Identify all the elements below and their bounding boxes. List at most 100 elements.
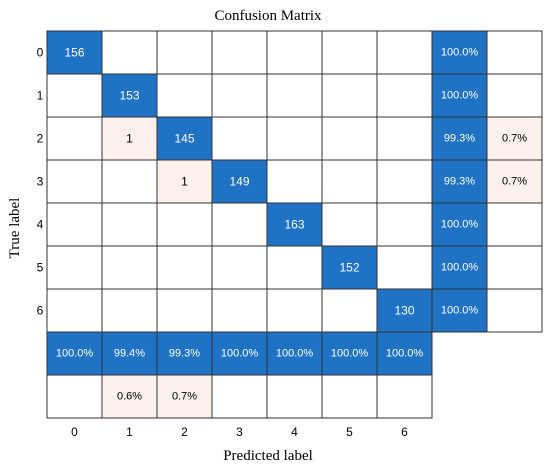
- column-summary-correct-cell: [156, 331, 213, 376]
- matrix-cell: [46, 30, 103, 75]
- cell-value: 163: [284, 218, 304, 232]
- column-summary-correct: 100.0%: [276, 348, 314, 360]
- row-summary-incorrect-cell: [486, 30, 543, 75]
- row-summary-correct: 100.0%: [441, 219, 479, 231]
- x-tick-label: 4: [291, 425, 298, 439]
- matrix-cell: [211, 288, 268, 333]
- y-tick-label: 6: [37, 304, 44, 318]
- x-tick-label: 2: [181, 425, 188, 439]
- cell-value: 156: [64, 46, 84, 60]
- row-summary-incorrect: 0.7%: [502, 176, 527, 188]
- column-summary-incorrect-cell: [101, 374, 158, 419]
- column-summary-correct: 100.0%: [221, 348, 259, 360]
- matrix-cell: [211, 73, 268, 118]
- matrix-cell: [101, 116, 158, 161]
- column-summary-correct: 100.0%: [56, 348, 94, 360]
- y-tick-label: 0: [37, 46, 44, 60]
- matrix-cell: [101, 30, 158, 75]
- column-summary-incorrect-cell: [376, 374, 433, 419]
- cell-value: 1: [181, 175, 188, 189]
- matrix-cell: [101, 159, 158, 204]
- cell-value: 130: [394, 304, 414, 318]
- row-summary-correct-cell: [431, 288, 488, 333]
- cell-value: 152: [339, 261, 359, 275]
- matrix-cell: [321, 288, 378, 333]
- matrix-cell: [46, 245, 103, 290]
- row-summary-correct: 100.0%: [441, 90, 479, 102]
- column-summary-correct: 99.4%: [114, 348, 145, 360]
- matrix-cell: [266, 73, 323, 118]
- matrix-cell: [156, 30, 213, 75]
- y-tick-label: 5: [37, 261, 44, 275]
- matrix-cell: [266, 30, 323, 75]
- matrix-cell: [376, 202, 433, 247]
- y-tick-label: 4: [37, 218, 44, 232]
- matrix-cell: [376, 30, 433, 75]
- cell-value: 153: [119, 89, 139, 103]
- column-summary-correct: 100.0%: [331, 348, 369, 360]
- matrix-cell: [266, 245, 323, 290]
- matrix-cell: [211, 116, 268, 161]
- column-summary-correct-cell: [376, 331, 433, 376]
- matrix-cell: [376, 245, 433, 290]
- column-summary-incorrect-cell: [321, 374, 378, 419]
- matrix-cell: [156, 202, 213, 247]
- x-axis-label: Predicted label: [223, 448, 313, 464]
- row-summary-incorrect-cell: [486, 288, 543, 333]
- x-tick-label: 6: [401, 425, 408, 439]
- matrix-cell: [211, 30, 268, 75]
- x-tick-label: 1: [126, 425, 133, 439]
- column-summary-correct: 100.0%: [386, 348, 424, 360]
- matrix-cell: [376, 159, 433, 204]
- column-summary-correct-cell: [46, 331, 103, 376]
- column-summary-incorrect-cell: [266, 374, 323, 419]
- matrix-cell: [211, 202, 268, 247]
- matrix-cell: [321, 202, 378, 247]
- matrix-cell: [46, 288, 103, 333]
- y-axis-label: True label: [7, 198, 23, 259]
- cell-value: 145: [174, 132, 194, 146]
- matrix-cell: [46, 116, 103, 161]
- row-summary-correct-cell: [431, 202, 488, 247]
- matrix-cell: [266, 159, 323, 204]
- chart-title: Confusion Matrix: [214, 8, 322, 24]
- matrix-cell: [376, 116, 433, 161]
- matrix-cell: [321, 245, 378, 290]
- row-summary-incorrect-cell: [486, 202, 543, 247]
- matrix-cell: [101, 73, 158, 118]
- matrix-cell: [321, 159, 378, 204]
- matrix-cell: [46, 202, 103, 247]
- tick-labels: 0 0 1 1 2 2 3 3 4 4 5 5 6 6: [37, 46, 409, 440]
- matrix-cell: [321, 73, 378, 118]
- row-summary-incorrect-cell: [486, 245, 543, 290]
- matrix-cell: [156, 288, 213, 333]
- x-tick-label: 0: [71, 425, 78, 439]
- matrix-cell: [46, 73, 103, 118]
- cell-value: 149: [229, 175, 249, 189]
- matrix-cell: [101, 288, 158, 333]
- matrix-cell: [266, 288, 323, 333]
- matrix-cell: [321, 30, 378, 75]
- matrix-cell: [46, 159, 103, 204]
- column-summary-incorrect-cell: [211, 374, 268, 419]
- x-tick-label: 5: [346, 425, 353, 439]
- matrix-cells: 156 153 1 145 1 149 163 152 130 100.0% 100.0% 99.3%…: [46, 30, 543, 419]
- y-tick-label: 2: [37, 132, 44, 146]
- column-summary-correct-cell: [101, 331, 158, 376]
- y-tick-label: 3: [37, 175, 44, 189]
- row-summary-correct: 100.0%: [441, 47, 479, 59]
- matrix-cell: [156, 73, 213, 118]
- matrix-cell: [211, 159, 268, 204]
- column-summary-incorrect: 0.6%: [117, 391, 142, 403]
- cell-value: 1: [126, 132, 133, 146]
- column-summary-incorrect-cell: [156, 374, 213, 419]
- row-summary-correct-cell: [431, 159, 488, 204]
- y-tick-label: 1: [37, 89, 44, 103]
- row-summary-incorrect: 0.7%: [502, 133, 527, 145]
- row-summary-correct: 100.0%: [441, 262, 479, 274]
- matrix-cell: [211, 245, 268, 290]
- column-summary-correct: 99.3%: [169, 348, 200, 360]
- row-summary-correct: 99.3%: [444, 176, 475, 188]
- row-summary-correct-cell: [431, 30, 488, 75]
- row-summary-correct: 99.3%: [444, 133, 475, 145]
